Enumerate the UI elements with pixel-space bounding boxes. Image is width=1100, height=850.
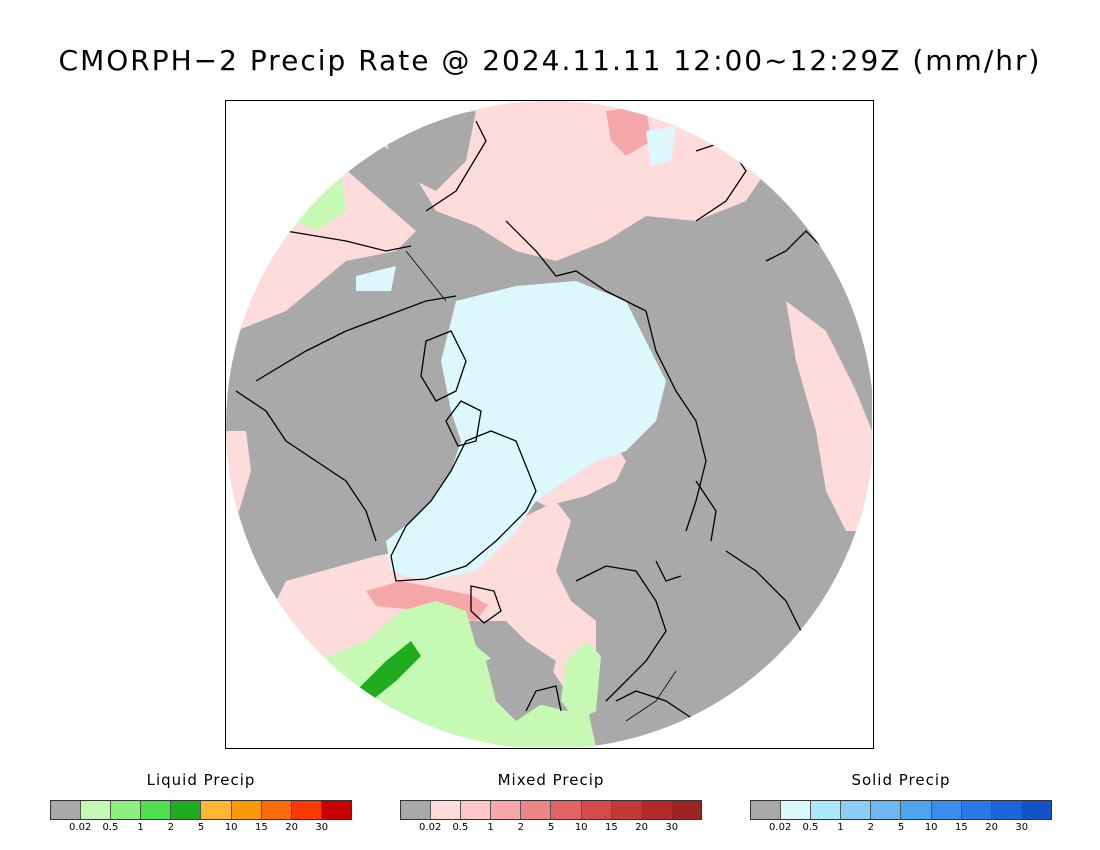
legend-title: Liquid Precip xyxy=(146,771,256,789)
legend-swatch xyxy=(931,801,962,819)
legend-tick-label: 10 xyxy=(224,822,238,833)
legend-swatch xyxy=(871,801,902,819)
legend-tick-label: 2 xyxy=(517,822,524,833)
legend-tick-label: 1 xyxy=(487,822,494,833)
legend-swatch xyxy=(991,801,1022,819)
legend-tick-label: 20 xyxy=(635,822,648,833)
legend-ticks: 0.02 0.5 1 2 5 10 15 20 30 xyxy=(50,822,352,836)
legend-swatch xyxy=(321,801,351,819)
legend-tick-label: 15 xyxy=(605,822,618,833)
legend-swatch xyxy=(461,801,492,819)
legend-swatch xyxy=(1021,801,1051,819)
legend-ticks: 0.02 0.5 1 2 5 10 15 20 30 xyxy=(750,822,1052,836)
legend-swatch xyxy=(841,801,872,819)
legend-swatch xyxy=(581,801,612,819)
legend-swatch xyxy=(901,801,932,819)
legend-ticks: 0.02 0.5 1 2 5 10 15 20 30 xyxy=(400,822,702,836)
color-bar xyxy=(400,800,702,820)
legend-swatch xyxy=(431,801,462,819)
legend-tick-label: 5 xyxy=(547,822,555,833)
legend-tick-label: 2 xyxy=(167,822,174,833)
legend-swatch xyxy=(401,801,432,819)
solid-precip-areas xyxy=(356,126,676,581)
legend-tick-label: 5 xyxy=(897,822,905,833)
legend-swatch xyxy=(521,801,552,819)
country-borders xyxy=(405,250,677,722)
legend-swatch xyxy=(491,801,522,819)
legend-title: Mixed Precip xyxy=(497,771,605,789)
legend-tick-label: 15 xyxy=(255,822,268,833)
map-frame xyxy=(225,100,874,749)
legend-tick-label: 30 xyxy=(665,822,679,833)
legend-tick-label: 1 xyxy=(837,822,844,833)
legend-swatch xyxy=(291,801,322,819)
legend-tick-label: 5 xyxy=(197,822,205,833)
legend-swatch xyxy=(611,801,642,819)
legend-tick-label: 2 xyxy=(867,822,874,833)
legend-tick-label: 1 xyxy=(137,822,144,833)
color-bar xyxy=(750,800,1052,820)
legend-tick-label: 0.5 xyxy=(802,822,819,833)
liquid-precip-legend: Liquid Precip 0.02 0.5 1 2 5 10 15 20 30 xyxy=(50,770,352,836)
coastlines xyxy=(235,120,827,747)
legend-swatch xyxy=(51,801,82,819)
legend-tick-label: 0.5 xyxy=(452,822,469,833)
legend-tick-label: 0.02 xyxy=(69,822,92,833)
legend-swatch xyxy=(171,801,202,819)
legend-tick-label: 20 xyxy=(285,822,298,833)
liquid-precip-heavy xyxy=(356,641,421,701)
legend-swatch xyxy=(141,801,172,819)
legend-tick-label: 15 xyxy=(955,822,968,833)
legend-swatch xyxy=(111,801,142,819)
legend-tick-label: 10 xyxy=(924,822,938,833)
map-disc xyxy=(226,101,872,747)
legend-swatch xyxy=(751,801,782,819)
legend-swatch xyxy=(261,801,292,819)
legend-swatch xyxy=(811,801,842,819)
legend-swatch xyxy=(231,801,262,819)
legend-swatch xyxy=(961,801,992,819)
legend-tick-label: 10 xyxy=(574,822,588,833)
legend-swatch xyxy=(781,801,812,819)
legend-tick-label: 0.02 xyxy=(769,822,792,833)
map-title: CMORPH−2 Precip Rate @ 2024.11.11 12:00~… xyxy=(58,44,1042,77)
legend-swatch xyxy=(81,801,112,819)
color-bar xyxy=(50,800,352,820)
solid-precip-legend: Solid Precip 0.02 0.5 1 2 5 10 15 20 30 xyxy=(750,770,1052,836)
legend-swatch xyxy=(551,801,582,819)
legend-title: Solid Precip xyxy=(851,771,951,789)
mixed-precip-legend: Mixed Precip 0.02 0.5 1 2 5 10 15 20 30 xyxy=(400,770,702,836)
legend-tick-label: 30 xyxy=(1015,822,1029,833)
polar-precip-map xyxy=(226,101,872,747)
legend-tick-label: 0.02 xyxy=(419,822,442,833)
legend-tick-label: 30 xyxy=(315,822,329,833)
legend-tick-label: 20 xyxy=(985,822,998,833)
legend-swatch xyxy=(671,801,701,819)
legend-swatch xyxy=(641,801,672,819)
legend-tick-label: 0.5 xyxy=(102,822,119,833)
legend-swatch xyxy=(201,801,232,819)
